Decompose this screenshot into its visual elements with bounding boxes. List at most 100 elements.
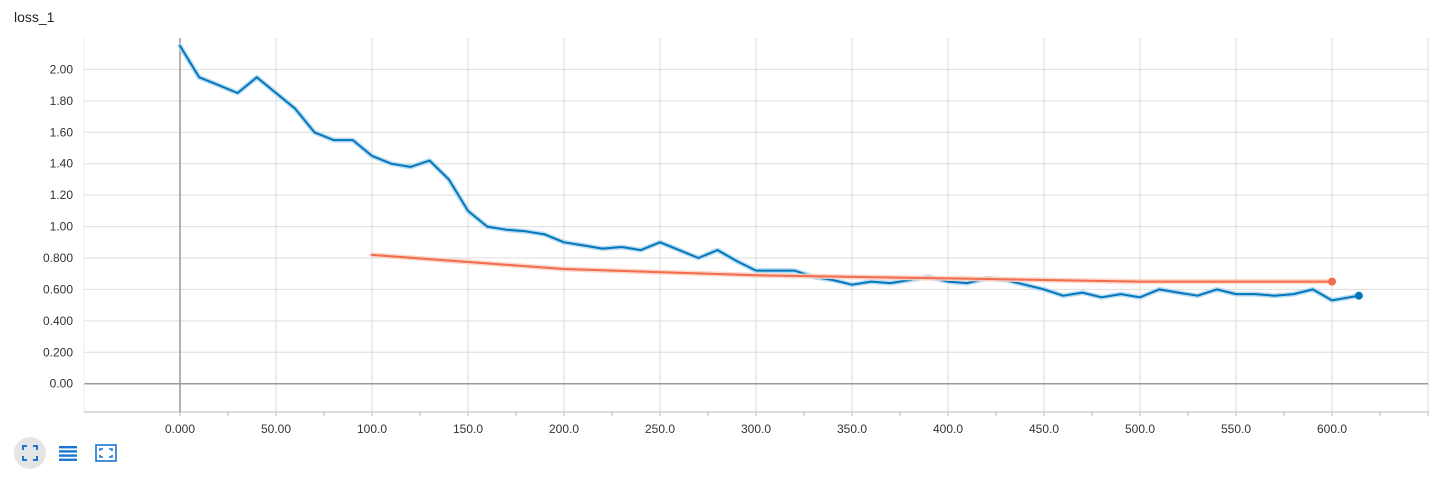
- series-0-point: [1216, 288, 1218, 291]
- series-0-point: [870, 280, 872, 283]
- series-0-point: [1043, 288, 1045, 291]
- series-0-point: [736, 260, 738, 262]
- series-0-point: [755, 269, 757, 272]
- series-1-line: [371, 253, 1333, 283]
- y-tick-label: 0.400: [43, 314, 73, 328]
- x-tick-label: 450.0: [1029, 422, 1059, 436]
- series-0-point: [390, 163, 392, 165]
- y-tick-label: 0.800: [43, 251, 73, 265]
- series-1-point: [371, 254, 373, 256]
- series-0-point: [717, 249, 719, 251]
- series-0-point: [237, 92, 239, 94]
- y-tick-label: 1.20: [50, 188, 74, 202]
- series-0-point: [697, 257, 700, 259]
- series-1-point: [563, 268, 565, 270]
- series-0-point: [1354, 291, 1363, 300]
- axes: [83, 38, 1429, 416]
- series-layer: [177, 43, 1363, 303]
- series-0-point: [333, 139, 335, 141]
- tick-labels: 0.000 50.00 100.0 150.0 200.0 250.0 300.0 350.0…: [43, 62, 1347, 436]
- series-0-point: [601, 247, 604, 250]
- list-icon: [59, 446, 77, 461]
- series-0-point: [486, 225, 488, 228]
- series-0-point: [774, 269, 776, 272]
- x-tick-label: 0.000: [165, 422, 195, 436]
- x-tick-label: 100.0: [357, 422, 387, 436]
- series-0-point: [966, 282, 968, 284]
- toggle-data-table-button[interactable]: [52, 437, 84, 469]
- series-0-point: [448, 178, 450, 181]
- y-tick-label: 0.200: [43, 345, 73, 359]
- series-0-point: [1235, 293, 1237, 295]
- series-0-point: [1254, 293, 1256, 295]
- series-0-point: [179, 45, 181, 47]
- y-tick-label: 0.00: [50, 377, 74, 391]
- series-1-point: [1328, 277, 1336, 286]
- x-tick-label: 150.0: [453, 422, 483, 436]
- fit-to-data-icon: [95, 444, 117, 462]
- series-0-point: [256, 76, 258, 78]
- series-0-point: [198, 76, 200, 78]
- series-0-point: [1024, 284, 1026, 286]
- series-0-point: [582, 244, 584, 247]
- series-0-point: [544, 233, 546, 236]
- series-0-point: [1273, 295, 1275, 297]
- series-0-point: [294, 108, 296, 110]
- series-0-point: [659, 241, 661, 243]
- series-0-point: [429, 159, 431, 162]
- series-0-point: [1197, 295, 1199, 297]
- series-0-raw-line: [177, 43, 1362, 303]
- series-0-point: [1081, 291, 1083, 294]
- x-tick-label: 200.0: [549, 422, 579, 436]
- series-0-point: [793, 269, 796, 272]
- y-tick-label: 1.40: [50, 157, 74, 171]
- series-0-point: [1139, 296, 1141, 298]
- series-0-point: [371, 155, 373, 157]
- y-tick-label: 2.00: [50, 62, 74, 76]
- series-0-line: [179, 44, 1360, 302]
- series-0-point: [640, 249, 642, 251]
- x-tick-label: 600.0: [1317, 422, 1347, 436]
- fit-domain-button[interactable]: [90, 437, 122, 469]
- series-0-point: [505, 229, 507, 231]
- x-tick-label: 250.0: [645, 422, 675, 436]
- series-1-point: [947, 277, 949, 280]
- series-0-point: [525, 230, 527, 232]
- series-0-point: [1062, 295, 1064, 297]
- series-0-point: [1177, 291, 1179, 294]
- series-0-point: [1293, 293, 1295, 295]
- series-0-point: [313, 131, 315, 133]
- series-0-point: [563, 241, 565, 243]
- series-0-point: [352, 139, 354, 141]
- chart-title: loss_1: [14, 9, 55, 25]
- series-1-point: [755, 274, 757, 276]
- series-0-point: [1101, 296, 1103, 298]
- series-0-point: [832, 279, 834, 281]
- x-tick-label: 550.0: [1221, 422, 1251, 436]
- series-0-point: [1312, 288, 1314, 291]
- x-tick-label: 500.0: [1125, 422, 1155, 436]
- x-tick-label: 50.00: [261, 422, 291, 436]
- series-0-point: [1120, 293, 1122, 295]
- y-tick-label: 1.80: [50, 94, 74, 108]
- chart-plot[interactable]: 0.000 50.00 100.0 150.0 200.0 250.0 300.0 350.0…: [0, 0, 1445, 440]
- expand-chart-button[interactable]: [14, 437, 46, 469]
- series-0-point: [678, 249, 680, 251]
- series-0-point: [621, 246, 623, 248]
- y-tick-label: 0.600: [43, 282, 73, 296]
- series-0-point: [409, 166, 411, 168]
- x-tick-label: 350.0: [837, 422, 867, 436]
- series-0-point: [1158, 288, 1160, 291]
- series-0-point: [467, 210, 469, 212]
- x-tick-label: 300.0: [741, 422, 771, 436]
- y-tick-label: 1.00: [50, 220, 74, 234]
- series-1-point: [1139, 280, 1141, 283]
- series-0-point: [947, 280, 949, 283]
- series-0-point: [217, 84, 219, 86]
- series-0-point: [889, 282, 892, 284]
- grid: [84, 38, 1429, 412]
- series-0-point: [851, 284, 853, 286]
- x-tick-label: 400.0: [933, 422, 963, 436]
- y-tick-label: 1.60: [50, 125, 74, 139]
- series-0-point: [275, 92, 277, 94]
